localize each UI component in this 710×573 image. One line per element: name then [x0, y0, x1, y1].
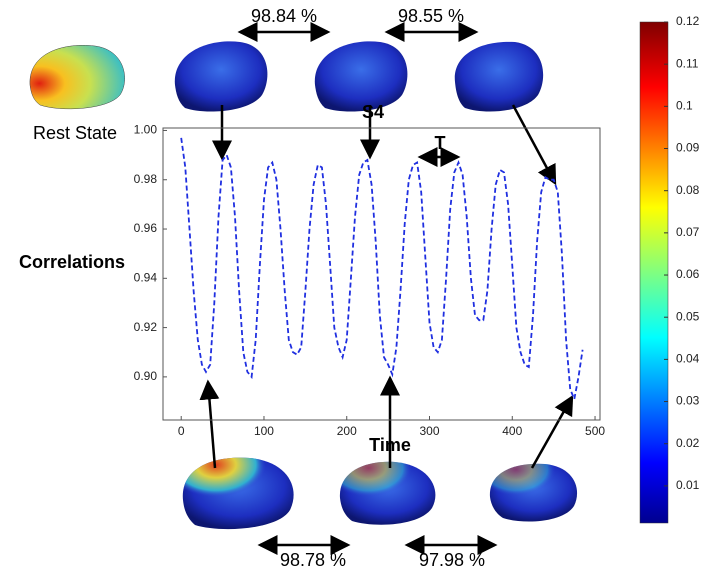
arrow	[199, 379, 220, 469]
colorbar-tick-label: 0.09	[676, 141, 700, 155]
annotation: 98.55 %	[398, 6, 464, 26]
annotation: 98.78 %	[280, 550, 346, 570]
brain	[314, 41, 408, 112]
colorbar-tick-label: 0.02	[676, 436, 700, 450]
rest-brain	[29, 45, 125, 110]
colorbar-tick-label: 0.07	[676, 225, 700, 239]
annotation: T	[435, 133, 446, 153]
colorbar-tick-label: 0.03	[676, 394, 700, 408]
y-label: Correlations	[19, 252, 125, 272]
colorbar	[639, 21, 669, 524]
colorbar-tick-label: 0.05	[676, 309, 700, 323]
x-tick-label: 300	[419, 424, 439, 438]
x-label: Time	[369, 435, 411, 455]
colorbar-tick-label: 0.06	[676, 267, 700, 281]
arrow	[511, 104, 557, 186]
y-tick-label: 1.00	[134, 123, 158, 137]
x-tick-label: 100	[254, 424, 274, 438]
colorbar-tick-label: 0.04	[676, 352, 700, 366]
brain	[174, 41, 268, 112]
arrows	[199, 22, 574, 555]
annotation: 98.84 %	[251, 6, 317, 26]
colorbar-tick-label: 0.12	[676, 14, 700, 28]
annotation: Rest State	[33, 123, 117, 143]
brain-shapes	[29, 41, 578, 530]
colorbar-tick-label: 0.1	[676, 99, 693, 113]
x-tick-label: 400	[502, 424, 522, 438]
brain	[454, 41, 544, 112]
chart-title: S4	[362, 102, 384, 122]
colorbar-tick-label: 0.08	[676, 183, 700, 197]
x-tick-label: 500	[585, 424, 605, 438]
y-tick-label: 0.96	[134, 221, 158, 235]
arrow	[530, 394, 574, 469]
plot-frame	[162, 127, 601, 421]
x-tick-label: 0	[178, 424, 185, 438]
brain-hotspot	[489, 463, 578, 522]
brain-hotspot	[182, 457, 294, 530]
y-tick-label: 0.98	[134, 172, 158, 186]
x-tick-label: 200	[337, 424, 357, 438]
y-tick-label: 0.90	[134, 369, 158, 383]
brain-hotspot	[339, 461, 436, 525]
annotation: 97.98 %	[419, 550, 485, 570]
y-tick-label: 0.94	[134, 270, 158, 284]
colorbar-tick-label: 0.11	[676, 56, 699, 70]
data-line	[180, 137, 584, 403]
y-tick-label: 0.92	[134, 320, 158, 334]
colorbar-tick-label: 0.01	[676, 478, 700, 492]
